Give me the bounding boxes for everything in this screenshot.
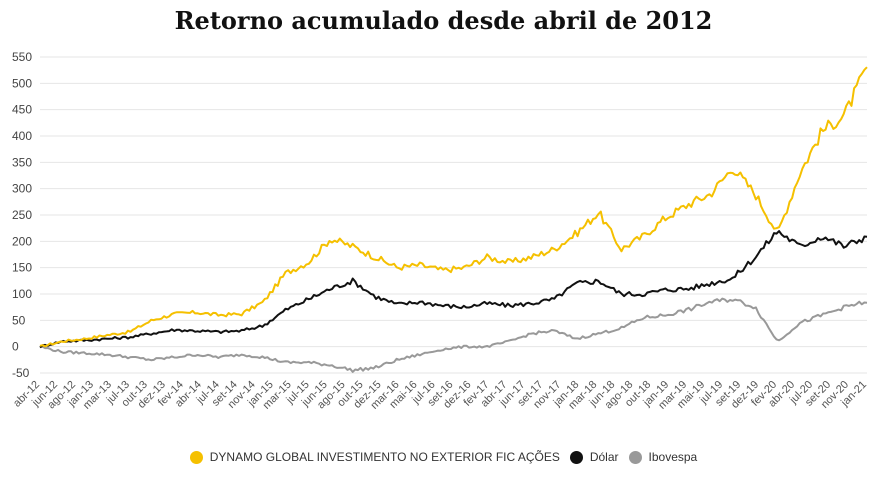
y-tick-label: 100 xyxy=(12,287,32,301)
legend-swatch-dolar xyxy=(569,450,583,464)
legend-swatch-ibovespa xyxy=(628,450,642,464)
y-tick-label: 50 xyxy=(12,313,26,327)
y-tick-label: 350 xyxy=(12,155,32,169)
legend-item-dolar[interactable]: Dólar xyxy=(569,450,619,464)
y-tick-label: 300 xyxy=(12,182,32,196)
legend-swatch-dynamo xyxy=(189,450,203,464)
y-tick-label: 0 xyxy=(12,340,19,354)
y-tick-label: 150 xyxy=(12,261,32,275)
legend-label-ibovespa: Ibovespa xyxy=(648,450,698,464)
series-line-2 xyxy=(39,297,868,373)
y-tick-label: 450 xyxy=(12,103,32,117)
series-line-1 xyxy=(39,230,868,349)
y-tick-label: 550 xyxy=(12,50,32,64)
chart-title: Retorno acumulado desde abril de 2012 xyxy=(174,6,713,35)
y-tick-label: 500 xyxy=(12,76,32,90)
y-tick-label: 250 xyxy=(12,208,32,222)
legend-item-ibovespa[interactable]: Ibovespa xyxy=(628,450,698,464)
y-tick-label: 400 xyxy=(12,129,32,143)
legend-label-dynamo: DYNAMO GLOBAL INVESTIMENTO NO EXTERIOR F… xyxy=(209,450,560,464)
legend: DYNAMO GLOBAL INVESTIMENTO NO EXTERIOR F… xyxy=(0,450,887,464)
y-tick-label: 200 xyxy=(12,234,32,248)
series-line-0 xyxy=(39,66,868,348)
legend-label-dolar: Dólar xyxy=(589,450,619,464)
legend-item-dynamo[interactable]: DYNAMO GLOBAL INVESTIMENTO NO EXTERIOR F… xyxy=(189,450,560,464)
y-tick-label: -50 xyxy=(12,366,30,380)
